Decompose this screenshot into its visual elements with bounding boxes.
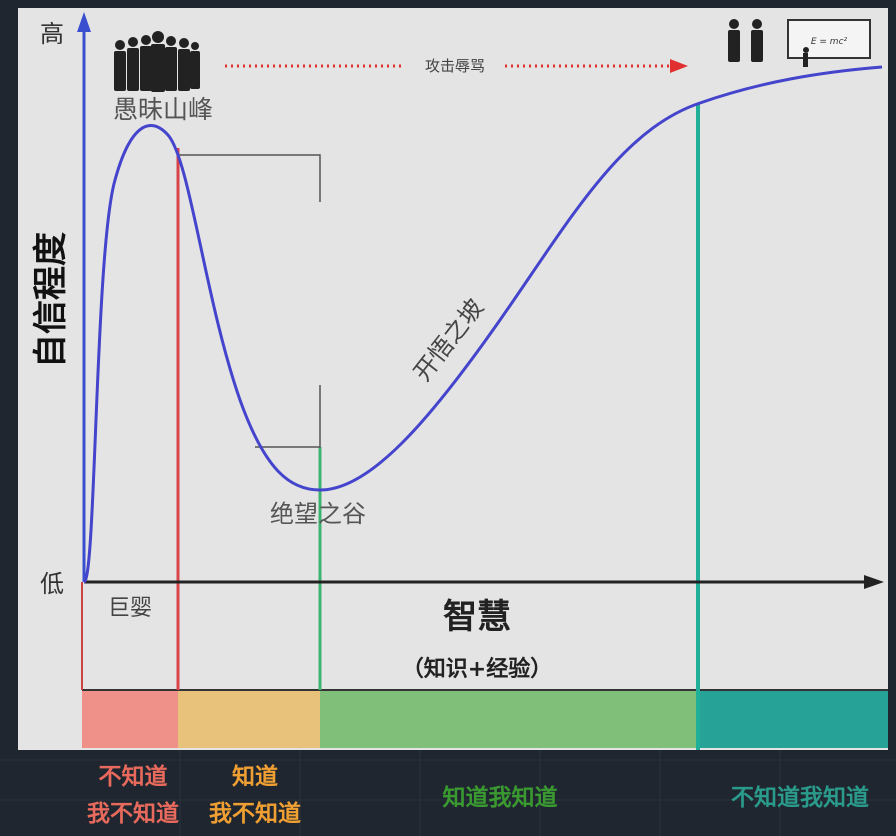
- band4-label: 不知道我知道: [731, 784, 869, 811]
- y-high-label: 高: [40, 20, 64, 48]
- band2-line1: 知道: [232, 763, 278, 790]
- x-axis-title: 智慧: [443, 597, 511, 637]
- blackboard-formula: E = mc²: [811, 37, 848, 47]
- y-axis-arrow: [77, 12, 91, 32]
- x-axis-arrow: [864, 575, 884, 589]
- band-conscious-incompetence: [178, 690, 320, 748]
- y-low-label: 低: [40, 570, 64, 598]
- band-unconscious-incompetence: [82, 690, 178, 748]
- band1-line2: 我不知道: [87, 800, 179, 827]
- bracket-top: [178, 154, 321, 202]
- infant-label: 巨婴: [108, 596, 152, 621]
- crowd-icon: [114, 31, 200, 92]
- band3-label: 知道我知道: [443, 784, 558, 811]
- peak-label: 愚昧山峰: [113, 95, 213, 124]
- experts-icon: [728, 19, 763, 62]
- x-axis-subtitle: （知识+经验）: [402, 656, 552, 682]
- band-unconscious-competence: [697, 690, 888, 748]
- confidence-curve: [82, 65, 883, 584]
- y-axis-title: 自信程度: [31, 232, 71, 368]
- band2-line2: 我不知道: [209, 800, 301, 827]
- attack-label: 攻击辱骂: [425, 57, 485, 75]
- valley-label: 绝望之谷: [270, 500, 366, 528]
- band1-line1: 不知道: [99, 763, 168, 790]
- band-conscious-competence: [320, 690, 697, 748]
- attack-arrow-head: [670, 59, 688, 73]
- blackboard-icon: E = mc²: [787, 19, 871, 67]
- background-grid: [0, 750, 896, 836]
- bracket-bottom: [255, 385, 321, 448]
